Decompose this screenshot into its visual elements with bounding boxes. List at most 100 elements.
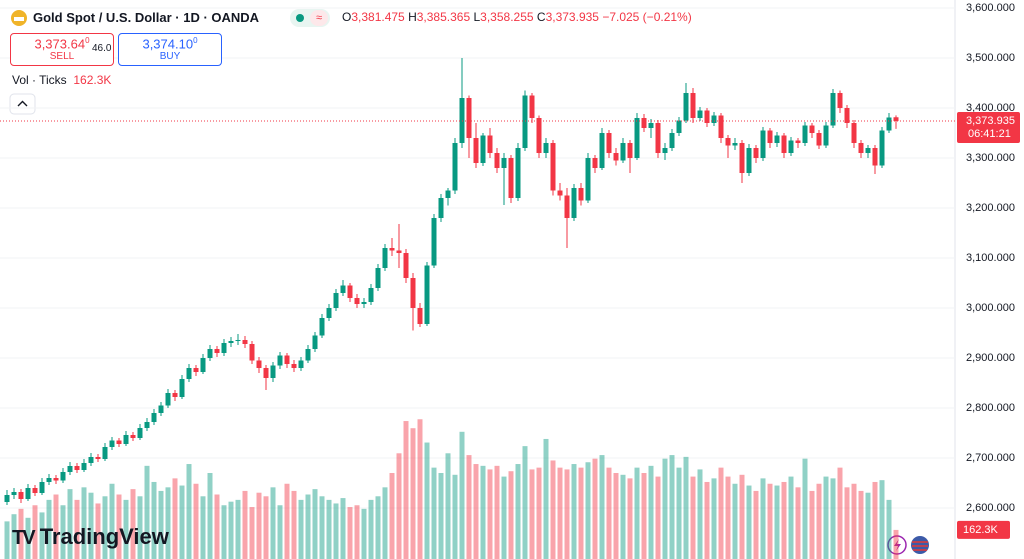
volume-bar (739, 474, 745, 559)
candle-body (851, 123, 857, 143)
candle-body (151, 413, 157, 422)
candle-body (340, 285, 346, 293)
candle-body (207, 349, 213, 358)
volume-bar (543, 438, 549, 559)
candle-body (4, 495, 10, 502)
candle-body (802, 125, 808, 143)
volume-bar (613, 473, 619, 559)
candle-body (536, 118, 542, 153)
gold-bars (14, 17, 24, 21)
candle-body (228, 341, 234, 343)
volume-bar (809, 490, 815, 559)
candle-body (410, 278, 416, 308)
y-tick-label: 3,400.000 (966, 102, 1015, 114)
candle-body (753, 148, 759, 158)
y-tick-label: 3,200.000 (966, 202, 1015, 214)
volume-bar (501, 476, 507, 559)
candle-body (130, 435, 136, 438)
candle-body (767, 130, 773, 143)
volume-bar (697, 469, 703, 559)
candle-body (641, 118, 647, 128)
candle-body (508, 158, 514, 198)
candle-body (347, 285, 353, 298)
candle-body (473, 138, 479, 163)
collapse-button[interactable] (9, 93, 36, 115)
candle-body (74, 466, 80, 470)
candle-body (305, 349, 311, 361)
o-label: O (342, 10, 352, 24)
c-value: 3,373.935 (545, 10, 599, 24)
volume-bar (578, 467, 584, 559)
ohlc-legend: O3,381.475 H3,385.365 L3,358.255 C3,373.… (342, 10, 692, 24)
volume-bar (172, 478, 178, 559)
volume-bar (151, 481, 157, 559)
volume-bar (242, 490, 248, 559)
volume-bar (690, 476, 696, 559)
candle-body (774, 135, 780, 143)
candle-body (200, 358, 206, 372)
candle-body (571, 188, 577, 218)
volume-bar (396, 453, 402, 559)
volume-bar (466, 455, 472, 559)
candle-body (424, 265, 430, 324)
volume-bar (431, 467, 437, 559)
volume-bar (333, 503, 339, 559)
volume-bar (753, 490, 759, 559)
candle-body (781, 135, 787, 153)
volume-bar (585, 462, 591, 559)
volume-bar (711, 478, 717, 559)
symbol-title[interactable]: Gold Spot / U.S. Dollar · 1D · OANDA (33, 10, 260, 25)
candle-body (109, 440, 115, 447)
candle-body (585, 158, 591, 201)
candle-body (452, 143, 458, 191)
sell-button[interactable]: 3,373.640 SELL (10, 33, 114, 66)
candle-body (193, 368, 199, 372)
candle-body (599, 133, 605, 168)
candle-body (648, 123, 654, 128)
volume-bar (186, 464, 192, 559)
brand-mark: TV (12, 527, 36, 549)
volume-bar (319, 496, 325, 559)
candle-body (711, 115, 717, 123)
y-tick-label: 2,700.000 (966, 452, 1015, 464)
volume-bar (389, 473, 395, 559)
candle-body (613, 153, 619, 161)
volume-bar (277, 505, 283, 559)
volume-bar (781, 481, 787, 559)
volume-bar (326, 499, 332, 559)
candle-body (291, 364, 297, 368)
status-dot (296, 14, 304, 22)
candle-body (830, 93, 836, 126)
volume-bar (361, 508, 367, 559)
buy-button[interactable]: 3,374.100 BUY (118, 33, 222, 66)
volume-bar (872, 481, 878, 559)
volume-bar (648, 465, 654, 559)
candle-body (858, 143, 864, 153)
candle-body (382, 248, 388, 268)
volume-bar (403, 421, 409, 559)
market-status[interactable]: ≈ (290, 9, 330, 27)
candle-body (886, 117, 892, 131)
candle-body (186, 368, 192, 379)
volume-bar (424, 442, 430, 559)
volume-bar (823, 476, 829, 559)
volume-bar (844, 487, 850, 559)
candle-body (32, 488, 38, 493)
volume-bar (270, 487, 276, 559)
plot (0, 7, 955, 559)
volume-bar (571, 464, 577, 559)
volume-bar (620, 474, 626, 559)
volume-bar (550, 460, 556, 559)
volume-bar (291, 490, 297, 559)
volume-bar (130, 489, 136, 559)
candle-body (25, 488, 31, 499)
volume-bar (676, 467, 682, 559)
candle-body (116, 440, 122, 444)
flag-icon[interactable] (911, 536, 929, 554)
volume-bar (760, 478, 766, 559)
candle-body (46, 478, 52, 482)
volume-bar (207, 473, 213, 559)
volume-bar (123, 499, 129, 559)
candle-body (235, 340, 241, 341)
